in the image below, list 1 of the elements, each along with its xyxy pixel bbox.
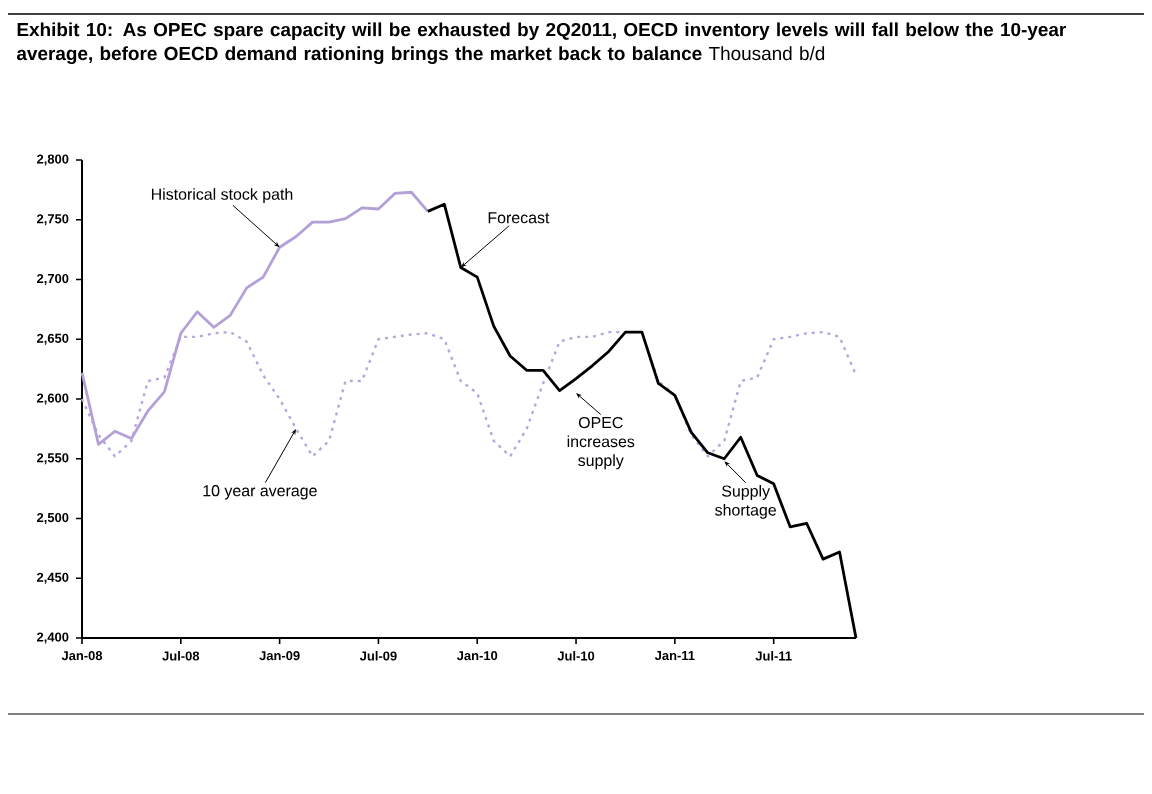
chart-title: Exhibit 10: As OPEC spare capacity will be exhausted by 2Q2011, OECD inventory levels will fall below the 10-year average, before OECD demand rationing brings the market back to balance Thousand b/d bbox=[16, 22, 1066, 65]
